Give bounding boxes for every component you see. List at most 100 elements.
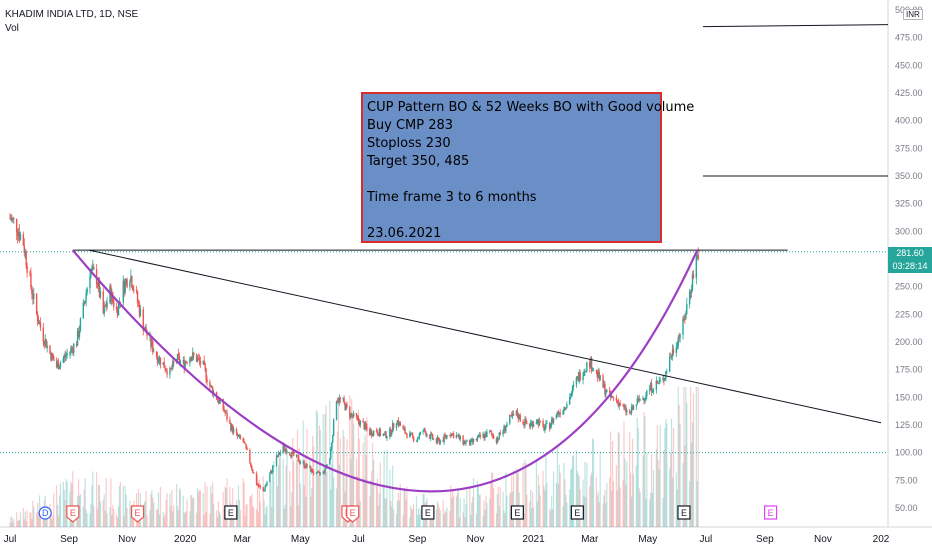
candle-body[interactable] bbox=[19, 234, 22, 240]
candle-body[interactable] bbox=[470, 439, 472, 446]
candle-body[interactable] bbox=[75, 343, 78, 346]
candle-body[interactable] bbox=[350, 413, 352, 418]
candle-body[interactable] bbox=[252, 469, 254, 473]
candle-body[interactable] bbox=[239, 435, 242, 439]
candle-body[interactable] bbox=[45, 339, 47, 348]
candle-body[interactable] bbox=[518, 414, 520, 420]
candle-body[interactable] bbox=[343, 398, 345, 403]
candle-body[interactable] bbox=[578, 372, 580, 382]
candle-body[interactable] bbox=[683, 318, 685, 320]
candle-body[interactable] bbox=[309, 466, 311, 468]
candle-body[interactable] bbox=[65, 355, 67, 357]
candle-body[interactable] bbox=[318, 471, 321, 474]
candle-body[interactable] bbox=[536, 419, 539, 423]
candle-body[interactable] bbox=[330, 448, 332, 459]
candle-body[interactable] bbox=[164, 367, 166, 370]
candle-body[interactable] bbox=[271, 470, 273, 473]
candle-body[interactable] bbox=[590, 358, 593, 371]
candle-body[interactable] bbox=[642, 397, 644, 400]
candle-body[interactable] bbox=[304, 466, 306, 468]
candle-body[interactable] bbox=[446, 435, 448, 438]
candle-body[interactable] bbox=[577, 376, 579, 382]
candle-body[interactable] bbox=[417, 438, 420, 439]
candle-body[interactable] bbox=[592, 369, 595, 371]
earnings-marker-icon[interactable] bbox=[510, 505, 524, 520]
candle-body[interactable] bbox=[682, 318, 684, 335]
candle-body[interactable] bbox=[397, 420, 400, 426]
candle-body[interactable] bbox=[517, 416, 520, 420]
candle-body[interactable] bbox=[257, 484, 260, 486]
candle-body[interactable] bbox=[664, 378, 666, 381]
candle-body[interactable] bbox=[163, 362, 165, 368]
candle-body[interactable] bbox=[371, 430, 373, 436]
candle-body[interactable] bbox=[52, 353, 54, 358]
candle-body[interactable] bbox=[355, 412, 358, 417]
candle-body[interactable] bbox=[410, 432, 412, 434]
candle-body[interactable] bbox=[265, 484, 267, 487]
earnings-marker-icon[interactable] bbox=[130, 505, 145, 523]
candle-body[interactable] bbox=[356, 416, 359, 418]
candle-body[interactable] bbox=[13, 218, 15, 219]
candle-body[interactable] bbox=[199, 361, 202, 365]
candle-body[interactable] bbox=[645, 395, 647, 399]
candle-body[interactable] bbox=[303, 461, 305, 467]
candle-body[interactable] bbox=[216, 399, 219, 401]
candle-body[interactable] bbox=[22, 234, 25, 246]
candle-body[interactable] bbox=[499, 432, 501, 435]
candle-body[interactable] bbox=[456, 435, 459, 437]
candle-body[interactable] bbox=[509, 415, 511, 424]
candle-body[interactable] bbox=[76, 331, 79, 346]
candle-body[interactable] bbox=[399, 422, 401, 426]
candle-body[interactable] bbox=[529, 423, 531, 427]
candle-body[interactable] bbox=[306, 463, 308, 468]
candle-body[interactable] bbox=[602, 375, 604, 388]
candle-body[interactable] bbox=[490, 430, 492, 432]
candle-body[interactable] bbox=[525, 419, 527, 424]
candle-body[interactable] bbox=[85, 292, 87, 301]
candle-body[interactable] bbox=[336, 401, 339, 402]
candle-body[interactable] bbox=[243, 441, 245, 443]
candle-body[interactable] bbox=[619, 403, 621, 406]
candle-body[interactable] bbox=[362, 420, 364, 423]
candle-body[interactable] bbox=[170, 367, 172, 369]
candle-body[interactable] bbox=[33, 293, 35, 300]
candle-body[interactable] bbox=[643, 397, 645, 401]
candle-body[interactable] bbox=[238, 435, 241, 437]
candle-body[interactable] bbox=[366, 427, 368, 429]
candle-body[interactable] bbox=[670, 356, 673, 358]
candle-body[interactable] bbox=[618, 403, 620, 407]
candle-body[interactable] bbox=[244, 442, 246, 444]
candle-body[interactable] bbox=[82, 302, 84, 319]
candle-body[interactable] bbox=[557, 411, 560, 415]
candle-body[interactable] bbox=[189, 357, 191, 364]
candle-body[interactable] bbox=[465, 441, 467, 444]
candle-body[interactable] bbox=[669, 357, 672, 359]
candle-body[interactable] bbox=[146, 333, 148, 336]
candle-body[interactable] bbox=[37, 321, 40, 325]
candle-body[interactable] bbox=[79, 318, 82, 331]
candle-body[interactable] bbox=[226, 412, 228, 420]
candle-body[interactable] bbox=[104, 306, 106, 308]
candle-body[interactable] bbox=[99, 291, 102, 298]
candle-body[interactable] bbox=[223, 409, 225, 412]
candle-body[interactable] bbox=[131, 276, 133, 288]
candle-body[interactable] bbox=[236, 433, 239, 437]
candle-body[interactable] bbox=[589, 362, 591, 368]
candle-body[interactable] bbox=[171, 368, 173, 370]
candle-body[interactable] bbox=[358, 421, 361, 426]
candle-body[interactable] bbox=[102, 291, 104, 314]
candle-body[interactable] bbox=[377, 434, 380, 436]
candle-body[interactable] bbox=[331, 435, 334, 443]
candle-body[interactable] bbox=[285, 448, 287, 453]
candle-body[interactable] bbox=[636, 398, 639, 405]
candle-body[interactable] bbox=[316, 471, 319, 473]
candle-body[interactable] bbox=[279, 452, 282, 455]
candle-body[interactable] bbox=[359, 420, 362, 426]
candle-body[interactable] bbox=[571, 386, 574, 393]
candle-body[interactable] bbox=[411, 433, 414, 437]
candle-body[interactable] bbox=[232, 425, 234, 433]
candle-body[interactable] bbox=[676, 346, 678, 348]
candle-body[interactable] bbox=[655, 380, 658, 390]
candle-body[interactable] bbox=[550, 419, 553, 425]
candle-body[interactable] bbox=[435, 438, 438, 443]
